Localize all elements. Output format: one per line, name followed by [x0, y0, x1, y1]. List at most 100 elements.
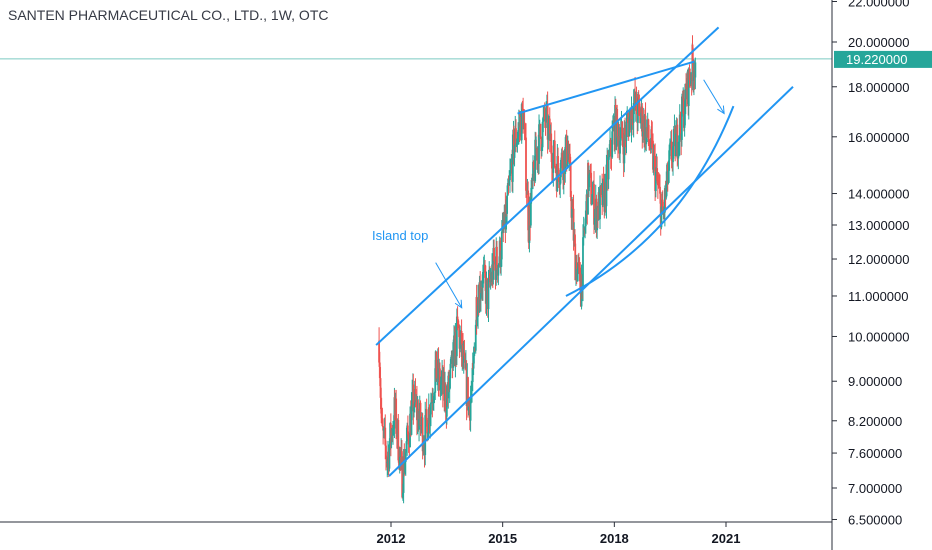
candle-body	[543, 108, 546, 120]
candle-body	[688, 68, 691, 81]
candle-body	[457, 323, 460, 329]
candle-body	[481, 287, 484, 289]
candle-body	[509, 167, 512, 173]
candle-body	[685, 83, 687, 90]
candle-body	[532, 161, 534, 181]
candle-body	[511, 134, 514, 182]
candle-body	[619, 140, 621, 154]
candle-body	[508, 180, 511, 186]
candle-body	[525, 137, 527, 191]
candle-body	[569, 153, 571, 164]
candle-body	[412, 384, 415, 412]
candle-body	[669, 142, 672, 149]
candle-body	[445, 394, 448, 417]
candle-body	[561, 152, 564, 169]
y-tick-label: 22.000000	[848, 0, 909, 10]
arrow-head	[454, 299, 463, 309]
candle-body	[615, 109, 618, 147]
candle-body	[639, 108, 642, 123]
arrow-shaft[interactable]	[703, 79, 725, 114]
candle-body	[647, 119, 650, 140]
candle-body	[517, 130, 520, 139]
candle-body	[683, 114, 686, 128]
trend-line[interactable]	[517, 60, 695, 115]
candle-body	[480, 293, 482, 300]
projection-curve[interactable]	[565, 105, 735, 297]
candle-body	[480, 287, 483, 294]
candle-body	[687, 68, 690, 107]
candle-body	[602, 179, 605, 182]
candle-body	[653, 153, 656, 156]
candle-body	[625, 121, 628, 141]
candle-body	[499, 240, 502, 268]
candle-body	[459, 337, 462, 349]
candle-body	[668, 150, 671, 171]
candle-body	[482, 272, 484, 288]
candle-body	[607, 157, 610, 180]
candle-body	[616, 109, 619, 124]
candle-body	[556, 156, 559, 192]
candle-body	[659, 186, 661, 194]
candle-body	[470, 391, 473, 398]
trend-line[interactable]	[375, 26, 720, 346]
candle-body	[540, 137, 543, 152]
candle-body	[429, 414, 432, 424]
candle-body	[502, 222, 505, 229]
candle-body	[425, 409, 428, 420]
candle-body	[564, 147, 567, 175]
candle-body	[471, 382, 473, 392]
candle-body	[612, 127, 614, 132]
candle-body	[450, 356, 453, 364]
y-tick-label: 11.000000	[848, 289, 909, 304]
candle-body	[440, 379, 443, 385]
candle-body	[420, 425, 423, 427]
y-tick-label: 10.000000	[848, 329, 909, 344]
candle-body	[419, 402, 422, 426]
candle-body	[584, 210, 587, 227]
candle-body	[397, 419, 400, 461]
candle-body	[571, 207, 574, 218]
candle-body	[651, 134, 654, 141]
candle-body	[548, 118, 551, 141]
arrow-shaft[interactable]	[435, 262, 463, 308]
candle-body	[637, 97, 639, 123]
candle-body	[506, 183, 509, 196]
candle-body	[381, 418, 384, 427]
candle-body	[601, 179, 604, 206]
candle-body	[574, 243, 577, 281]
candle-body	[521, 104, 524, 109]
candle-body	[628, 117, 631, 137]
candle-body	[674, 133, 677, 157]
candle-body	[460, 331, 463, 357]
candle-body	[388, 444, 391, 469]
candle-body	[402, 456, 405, 493]
candle-body	[527, 190, 530, 231]
candle-body	[648, 143, 651, 150]
candle-body	[694, 62, 697, 78]
candle-body	[434, 368, 437, 393]
candle-body	[448, 378, 451, 390]
candle-body	[407, 434, 410, 445]
candle-body	[584, 226, 587, 231]
candle-body	[550, 133, 553, 154]
candle-body	[676, 124, 679, 158]
candle-body	[559, 177, 562, 185]
y-tick-label: 20.000000	[848, 35, 909, 50]
candle-body	[553, 140, 556, 168]
candle-body	[401, 456, 404, 498]
candle-body	[683, 98, 685, 128]
candle-body	[513, 145, 516, 158]
candle-body	[621, 121, 624, 139]
candle-body	[432, 399, 435, 402]
y-tick-label: 18.000000	[848, 80, 909, 95]
candle-body	[654, 171, 657, 191]
candle-body	[432, 401, 434, 403]
candle-body	[515, 143, 518, 146]
candle-body	[619, 127, 622, 141]
candle-body	[552, 152, 555, 173]
candle-body	[530, 180, 533, 199]
candle-body	[436, 379, 438, 382]
candle-body	[487, 279, 490, 310]
